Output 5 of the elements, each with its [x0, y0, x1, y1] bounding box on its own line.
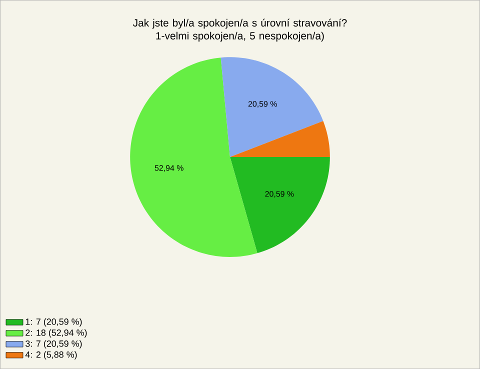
legend-label: 4: 2 (5,88 %): [25, 351, 77, 360]
chart-title: Jak jste byl/a spokojen/a s úrovní stravování? 1-velmi spokojen/a, 5 nespokojen/a): [132, 18, 347, 42]
legend-label: 2: 18 (52,94 %): [26, 329, 87, 338]
legend-label: 1: 7 (20,59 %): [26, 318, 82, 327]
legend-label: 3: 7 (20,59 %): [26, 340, 82, 349]
